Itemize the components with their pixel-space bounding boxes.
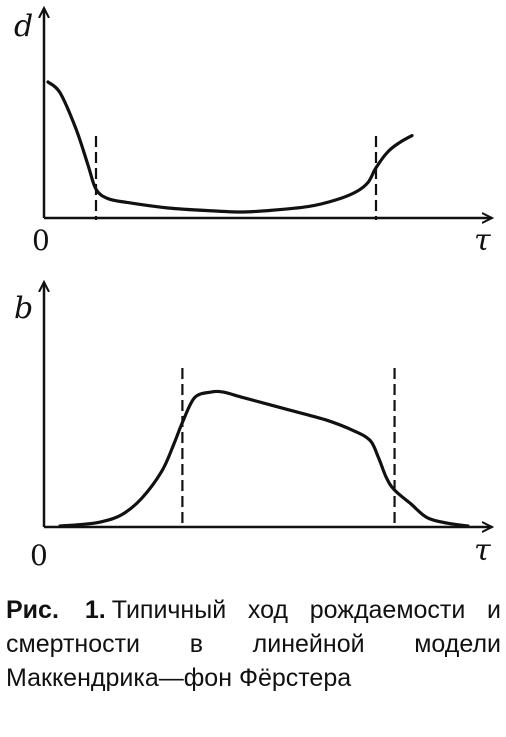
x-axis-label: τ <box>474 223 491 258</box>
fertility-chart: b τ 0 <box>14 282 492 572</box>
y-axis-label: d <box>14 9 33 44</box>
origin-label: 0 <box>32 224 50 257</box>
mortality-chart: d τ 0 <box>14 8 492 258</box>
origin-label: 0 <box>30 539 48 572</box>
caption-text: Типичный ход рождаемости и смертности в … <box>6 596 501 692</box>
caption-label: Рис. <box>6 596 59 624</box>
x-axis-label: τ <box>474 533 491 568</box>
mortality-curve <box>46 80 414 214</box>
figure-caption: Рис. 1. Типичный ход рождаемости и смертно… <box>6 593 501 695</box>
caption-number: 1. <box>84 596 106 624</box>
figure: d τ 0 b τ 0 <box>14 0 506 572</box>
fertility-curve <box>58 389 470 528</box>
y-axis-label: b <box>14 291 33 326</box>
